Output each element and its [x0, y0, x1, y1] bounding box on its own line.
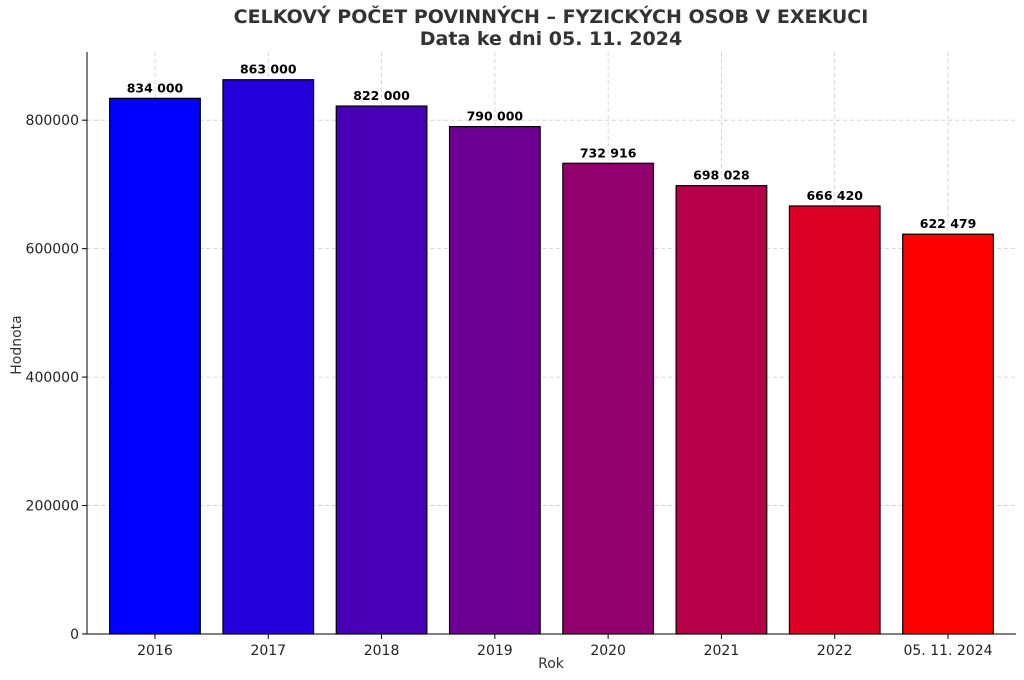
- data-labels: 834 000 863 000 822 000 790 000 732 916 698 0…: [127, 62, 977, 231]
- bar-value-label: 732 916: [580, 145, 637, 160]
- x-tick-label: 2016: [137, 643, 173, 659]
- y-axis-label: Hodnota: [9, 315, 25, 375]
- y-tick-label: 0: [70, 627, 79, 643]
- bar-2018[interactable]: [335, 105, 428, 635]
- x-tick-label: 2017: [250, 643, 286, 659]
- bar-2021[interactable]: [675, 185, 768, 635]
- bar-value-label: 698 028: [693, 168, 750, 183]
- bar-value-label: 622 479: [920, 216, 977, 231]
- x-axis-label: Rok: [538, 656, 565, 672]
- chart-subtitle: Data ke dni 05. 11. 2024: [420, 28, 682, 50]
- bar-05-11-2024[interactable]: [902, 233, 994, 635]
- y-tick-label: 200000: [26, 499, 79, 515]
- bar-2016[interactable]: [109, 97, 201, 635]
- bar-2022[interactable]: [788, 205, 881, 635]
- y-tick-label: 400000: [26, 370, 79, 386]
- chart-title: CELKOVÝ POČET POVINNÝCH – FYZICKÝCH OSOB…: [234, 4, 869, 28]
- bars: [109, 79, 994, 635]
- x-tick-label: 2022: [817, 643, 853, 659]
- bar-value-label: 834 000: [127, 80, 184, 95]
- y-tick-label: 600000: [26, 242, 79, 258]
- x-tick-label: 2019: [477, 643, 513, 659]
- x-tick-label: 2021: [704, 643, 740, 659]
- bar-value-label: 666 420: [806, 188, 863, 203]
- y-tick-label: 800000: [26, 113, 79, 129]
- bar-value-label: 790 000: [467, 109, 524, 124]
- bar-value-label: 863 000: [240, 62, 297, 77]
- x-tick-label: 05. 11. 2024: [903, 643, 992, 659]
- bar-2017[interactable]: [222, 79, 315, 635]
- x-tick-label: 2018: [364, 643, 400, 659]
- bar-2020[interactable]: [562, 162, 655, 635]
- bar-value-label: 822 000: [353, 88, 410, 103]
- x-tick-label: 2020: [590, 643, 626, 659]
- axes: 0 200000 400000 600000 800000 2016 2017 2018 201…: [26, 52, 1016, 659]
- bar-2019[interactable]: [448, 126, 541, 635]
